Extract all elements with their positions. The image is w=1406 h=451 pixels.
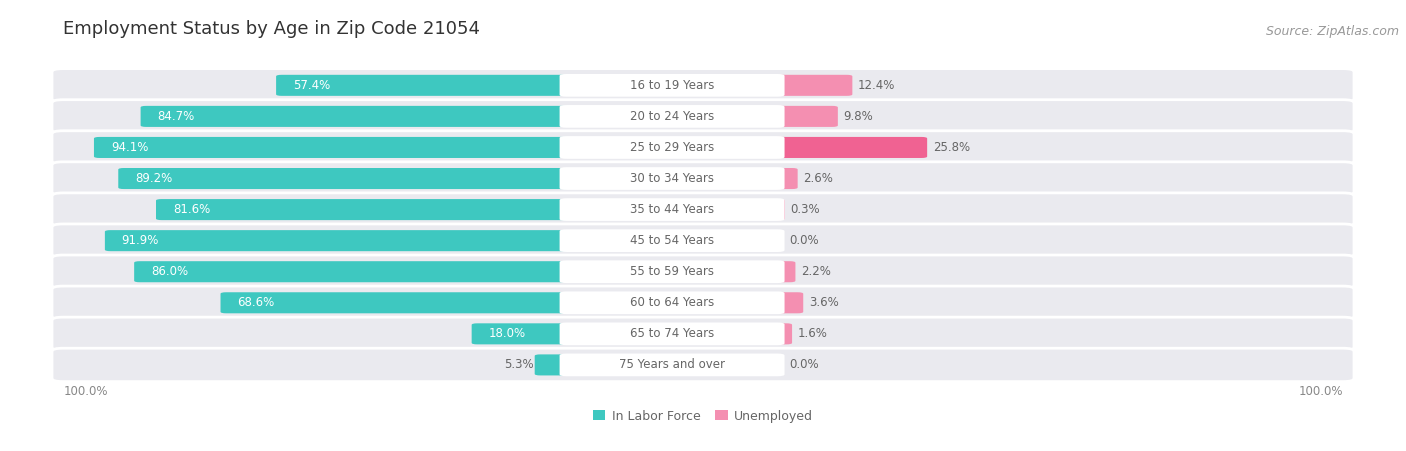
Text: 30 to 34 Years: 30 to 34 Years — [630, 172, 714, 185]
Text: 0.3%: 0.3% — [790, 203, 820, 216]
Text: 2.6%: 2.6% — [803, 172, 834, 185]
Text: 55 to 59 Years: 55 to 59 Years — [630, 265, 714, 278]
Text: 75 Years and over: 75 Years and over — [619, 359, 725, 372]
FancyBboxPatch shape — [560, 229, 785, 252]
FancyBboxPatch shape — [52, 286, 1354, 319]
Text: 91.9%: 91.9% — [122, 234, 159, 247]
Text: 45 to 54 Years: 45 to 54 Years — [630, 234, 714, 247]
FancyBboxPatch shape — [560, 105, 785, 128]
FancyBboxPatch shape — [560, 354, 785, 376]
FancyBboxPatch shape — [560, 198, 785, 221]
FancyBboxPatch shape — [52, 69, 1354, 102]
FancyBboxPatch shape — [534, 354, 572, 375]
FancyBboxPatch shape — [560, 74, 785, 97]
Text: 20 to 24 Years: 20 to 24 Years — [630, 110, 714, 123]
Text: 65 to 74 Years: 65 to 74 Years — [630, 327, 714, 341]
FancyBboxPatch shape — [52, 131, 1354, 164]
Text: 57.4%: 57.4% — [292, 79, 330, 92]
FancyBboxPatch shape — [276, 75, 572, 96]
FancyBboxPatch shape — [52, 162, 1354, 195]
FancyBboxPatch shape — [156, 199, 572, 220]
FancyBboxPatch shape — [105, 230, 572, 251]
Legend: In Labor Force, Unemployed: In Labor Force, Unemployed — [588, 405, 818, 428]
FancyBboxPatch shape — [772, 261, 796, 282]
FancyBboxPatch shape — [560, 291, 785, 314]
Text: 0.0%: 0.0% — [789, 234, 818, 247]
Text: 16 to 19 Years: 16 to 19 Years — [630, 79, 714, 92]
FancyBboxPatch shape — [94, 137, 572, 158]
Text: 2.2%: 2.2% — [801, 265, 831, 278]
Text: 81.6%: 81.6% — [173, 203, 209, 216]
Text: 84.7%: 84.7% — [157, 110, 195, 123]
FancyBboxPatch shape — [471, 323, 572, 345]
Text: 68.6%: 68.6% — [238, 296, 274, 309]
FancyBboxPatch shape — [560, 136, 785, 159]
FancyBboxPatch shape — [52, 255, 1354, 289]
Text: 100.0%: 100.0% — [63, 385, 108, 398]
FancyBboxPatch shape — [52, 348, 1354, 382]
FancyBboxPatch shape — [221, 292, 572, 313]
Text: Source: ZipAtlas.com: Source: ZipAtlas.com — [1265, 25, 1399, 38]
FancyBboxPatch shape — [772, 168, 797, 189]
FancyBboxPatch shape — [52, 193, 1354, 226]
FancyBboxPatch shape — [560, 167, 785, 190]
FancyBboxPatch shape — [560, 322, 785, 345]
FancyBboxPatch shape — [134, 261, 572, 282]
Text: 100.0%: 100.0% — [1298, 385, 1343, 398]
Text: Employment Status by Age in Zip Code 21054: Employment Status by Age in Zip Code 210… — [63, 20, 481, 38]
Text: 12.4%: 12.4% — [858, 79, 896, 92]
FancyBboxPatch shape — [52, 317, 1354, 350]
Text: 25.8%: 25.8% — [932, 141, 970, 154]
Text: 89.2%: 89.2% — [135, 172, 173, 185]
FancyBboxPatch shape — [772, 75, 852, 96]
FancyBboxPatch shape — [772, 137, 927, 158]
Text: 3.6%: 3.6% — [808, 296, 838, 309]
FancyBboxPatch shape — [52, 224, 1354, 258]
FancyBboxPatch shape — [772, 323, 792, 345]
Text: 18.0%: 18.0% — [488, 327, 526, 341]
Text: 9.8%: 9.8% — [844, 110, 873, 123]
FancyBboxPatch shape — [772, 106, 838, 127]
Text: 35 to 44 Years: 35 to 44 Years — [630, 203, 714, 216]
Text: 25 to 29 Years: 25 to 29 Years — [630, 141, 714, 154]
FancyBboxPatch shape — [772, 199, 785, 220]
FancyBboxPatch shape — [52, 100, 1354, 133]
Text: 1.6%: 1.6% — [797, 327, 828, 341]
FancyBboxPatch shape — [118, 168, 572, 189]
Text: 5.3%: 5.3% — [503, 359, 533, 372]
Text: 86.0%: 86.0% — [150, 265, 188, 278]
FancyBboxPatch shape — [141, 106, 572, 127]
Text: 0.0%: 0.0% — [789, 359, 818, 372]
Text: 60 to 64 Years: 60 to 64 Years — [630, 296, 714, 309]
Text: 94.1%: 94.1% — [111, 141, 148, 154]
FancyBboxPatch shape — [560, 260, 785, 283]
FancyBboxPatch shape — [772, 292, 803, 313]
